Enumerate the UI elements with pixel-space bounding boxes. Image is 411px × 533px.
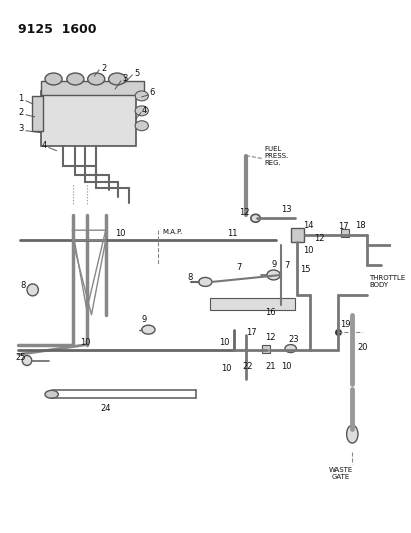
Text: 20: 20 (357, 343, 367, 352)
Text: 2: 2 (101, 63, 106, 72)
Text: 12: 12 (314, 233, 325, 243)
Ellipse shape (285, 345, 296, 352)
Text: 13: 13 (281, 205, 292, 214)
Text: 9125  1600: 9125 1600 (18, 23, 97, 36)
Text: 16: 16 (265, 308, 276, 317)
Text: 24: 24 (100, 404, 111, 413)
Ellipse shape (199, 278, 212, 286)
Ellipse shape (135, 91, 148, 101)
Text: 10: 10 (303, 246, 314, 255)
Text: THROTTLE
BODY: THROTTLE BODY (369, 275, 406, 288)
Ellipse shape (346, 425, 358, 443)
Bar (41, 81, 144, 95)
Text: 9: 9 (272, 260, 277, 269)
Text: 3: 3 (123, 75, 128, 84)
Ellipse shape (67, 73, 84, 85)
Text: 17: 17 (338, 222, 349, 231)
Bar (32, 96, 43, 131)
Text: 23: 23 (289, 335, 299, 344)
Ellipse shape (88, 73, 105, 85)
Ellipse shape (135, 106, 148, 116)
Text: M.A.P.: M.A.P. (163, 229, 183, 235)
Bar (341, 229, 349, 237)
Text: 9: 9 (142, 315, 147, 324)
Text: 7: 7 (237, 263, 242, 272)
Text: 15: 15 (300, 265, 311, 274)
Ellipse shape (251, 214, 260, 222)
Ellipse shape (45, 73, 62, 85)
Ellipse shape (142, 325, 155, 334)
Text: 25: 25 (16, 353, 26, 362)
Text: WASTE
GATE: WASTE GATE (329, 467, 353, 480)
Text: 17: 17 (246, 328, 257, 337)
Text: 10: 10 (281, 362, 292, 372)
Text: 10: 10 (219, 338, 230, 347)
Text: 18: 18 (355, 221, 366, 230)
Text: 10: 10 (222, 365, 232, 374)
Text: 8: 8 (187, 273, 193, 282)
Bar (291, 228, 304, 242)
Text: 12: 12 (265, 333, 275, 342)
Text: FUEL
PRESS.
REG.: FUEL PRESS. REG. (264, 146, 289, 166)
Text: 10: 10 (80, 338, 90, 347)
Text: 10: 10 (115, 229, 126, 238)
Text: 3: 3 (18, 124, 24, 133)
Text: 21: 21 (265, 362, 275, 372)
Text: 7: 7 (284, 261, 289, 270)
Text: 22: 22 (242, 362, 253, 372)
Text: 14: 14 (303, 221, 314, 230)
Circle shape (22, 356, 32, 366)
Ellipse shape (109, 73, 126, 85)
Bar (41, 91, 136, 146)
Text: 11: 11 (227, 229, 238, 238)
Ellipse shape (45, 390, 58, 398)
Text: 8: 8 (21, 281, 26, 290)
Text: 4: 4 (142, 106, 147, 115)
Text: 6: 6 (149, 88, 155, 98)
Circle shape (27, 284, 38, 296)
Text: 1: 1 (18, 94, 24, 103)
Text: 12: 12 (240, 208, 250, 217)
Text: 19: 19 (340, 320, 351, 329)
Ellipse shape (267, 270, 280, 280)
Ellipse shape (135, 121, 148, 131)
Text: 2: 2 (18, 108, 24, 117)
Text: 5: 5 (134, 69, 139, 77)
Bar (210, 298, 296, 310)
Bar (262, 345, 270, 352)
Text: 4: 4 (41, 141, 46, 150)
